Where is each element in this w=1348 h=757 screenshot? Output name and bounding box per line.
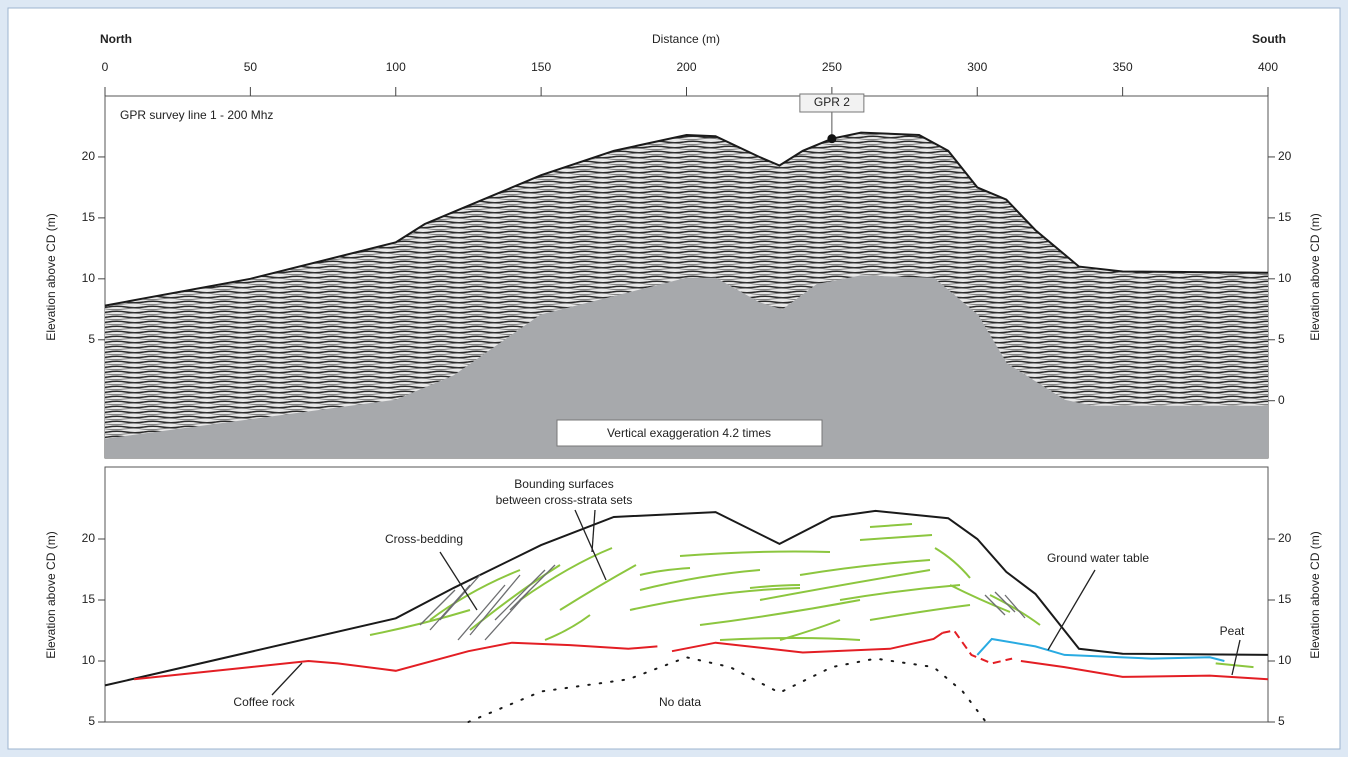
y-tick-label: 15 <box>82 592 96 606</box>
y2-tick-label: 15 <box>1278 592 1292 606</box>
x-tick-label: 250 <box>822 60 842 74</box>
annotation: Ground water table <box>1047 551 1149 565</box>
north-label: North <box>100 32 132 46</box>
x-tick-label: 200 <box>676 60 696 74</box>
y-tick-label: 10 <box>82 271 96 285</box>
annotation: No data <box>659 695 701 709</box>
y-tick-label: 20 <box>82 149 96 163</box>
marker-label: GPR 2 <box>814 95 850 109</box>
y-axis-title: Elevation above CD (m) <box>44 531 58 658</box>
y-tick-label: 15 <box>82 210 96 224</box>
marker <box>827 134 836 143</box>
y2-tick-label: 20 <box>1278 149 1292 163</box>
annotation: between cross-strata sets <box>496 493 633 507</box>
x-axis-title: Distance (m) <box>652 32 720 46</box>
y-tick-label: 5 <box>88 714 95 728</box>
page: North South Distance (m) GPR survey line… <box>0 0 1348 757</box>
annotation: Peat <box>1220 624 1245 638</box>
x-tick-label: 50 <box>244 60 258 74</box>
x-tick-label: 100 <box>386 60 406 74</box>
y2-tick-label: 10 <box>1278 653 1292 667</box>
south-label: South <box>1252 32 1286 46</box>
x-tick-label: 350 <box>1113 60 1133 74</box>
x-tick-label: 0 <box>102 60 109 74</box>
y2-tick-label: 10 <box>1278 271 1292 285</box>
y2-axis-title: Elevation above CD (m) <box>1308 213 1322 340</box>
figure: North South Distance (m) GPR survey line… <box>0 0 1348 757</box>
annotation: Coffee rock <box>233 695 295 709</box>
y-tick-label: 10 <box>82 653 96 667</box>
y2-axis-title: Elevation above CD (m) <box>1308 531 1322 658</box>
x-tick-label: 150 <box>531 60 551 74</box>
x-tick-label: 300 <box>967 60 987 74</box>
annotation: Bounding surfaces <box>514 477 613 491</box>
x-tick-label: 400 <box>1258 60 1278 74</box>
y2-tick-label: 5 <box>1278 714 1285 728</box>
annotation: Vertical exaggeration 4.2 times <box>607 426 771 440</box>
y2-tick-label: 5 <box>1278 332 1285 346</box>
annotation: Cross-bedding <box>385 532 463 546</box>
y2-tick-label: 20 <box>1278 531 1292 545</box>
panel-title: GPR survey line 1 - 200 Mhz <box>120 108 273 122</box>
y2-tick-label: 15 <box>1278 210 1292 224</box>
y2-tick-label: 0 <box>1278 393 1285 407</box>
y-tick-label: 20 <box>82 531 96 545</box>
y-axis-title: Elevation above CD (m) <box>44 213 58 340</box>
bottom-frame <box>105 467 1268 722</box>
y-tick-label: 5 <box>88 332 95 346</box>
